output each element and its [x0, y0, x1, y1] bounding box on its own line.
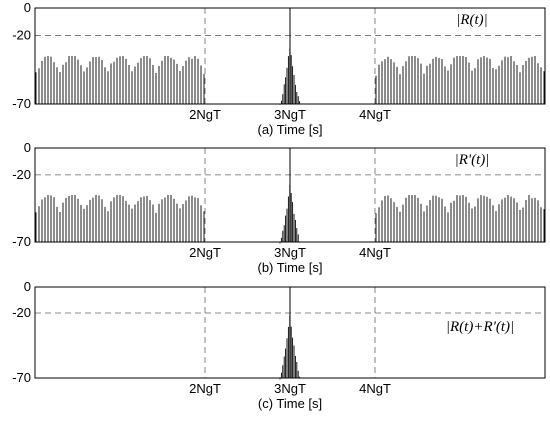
panel-c-frame: [34, 286, 546, 379]
panel-b-xlabel: (b) Time [s]: [257, 260, 322, 275]
panel-c-ytick-1: -20: [12, 305, 31, 320]
panel-a-xtick-2: 4NgT: [359, 107, 391, 122]
panel-a-ytick-1: -20: [12, 27, 31, 42]
panel-c-center-cluster: [279, 287, 301, 380]
panel-b-xtick-0: 2NgT: [189, 245, 221, 260]
panel-a-side-bars-0: [35, 56, 205, 104]
panel-b-legend: |R'(t)|: [455, 152, 490, 168]
panel-c-center-bars: [279, 315, 301, 380]
panel-a: 0 -20 -70 2NgT 3NgT 4NgT (a) Time [s] |R(t)|: [12, 0, 546, 137]
panel-a-frame: [34, 7, 546, 105]
panel-b-side-region-0: [35, 195, 205, 242]
panel-b-ytick-2: -70: [12, 234, 31, 249]
panel-c-xlabel: (c) Time [s]: [258, 396, 322, 411]
panel-b-side-bars-1: [375, 195, 545, 242]
panel-a-legend: |R(t)|: [456, 12, 488, 28]
panel-a-ytick-2: -70: [12, 96, 31, 111]
panel-b-center-cluster: [279, 148, 301, 244]
panel-c-ytick-0: 0: [24, 279, 31, 294]
panel-b-center-bars: [279, 185, 301, 244]
panel-c-legend: |R(t)+R'(t)|: [446, 319, 514, 335]
panel-a-ytick-0: 0: [24, 0, 31, 15]
panel-c-xtick-1: 3NgT: [274, 381, 306, 396]
panel-b-xtick-2: 4NgT: [359, 245, 391, 260]
panel-b: 0 -20 -70 2NgT 3NgT 4NgT (b) Time [s] |R'(t)|: [12, 140, 546, 275]
panel-b-ytick-0: 0: [24, 140, 31, 155]
panel-b-xtick-1: 3NgT: [274, 245, 306, 260]
panel-c-ytick-2: -70: [12, 370, 31, 385]
panel-b-side-region-1: [375, 195, 545, 242]
panel-a-side-bars-1: [375, 56, 545, 104]
panel-a-side-region-1: [375, 56, 545, 104]
panel-a-side-region-0: [35, 56, 205, 104]
panel-b-frame: [34, 147, 546, 243]
panel-a-xtick-1: 3NgT: [274, 107, 306, 122]
panel-a-center-cluster: [279, 8, 301, 105]
panel-b-side-bars-0: [35, 195, 205, 242]
panel-b-ytick-1: -20: [12, 167, 31, 182]
panel-c-xtick-2: 4NgT: [359, 381, 391, 396]
panel-a-xtick-0: 2NgT: [189, 107, 221, 122]
panel-a-xlabel: (a) Time [s]: [257, 122, 322, 137]
panel-c-xtick-0: 2NgT: [189, 381, 221, 396]
panel-c: 0 -20 -70 2NgT 3NgT 4NgT (c) Time [s] |R(t)+R'(…: [12, 279, 546, 411]
